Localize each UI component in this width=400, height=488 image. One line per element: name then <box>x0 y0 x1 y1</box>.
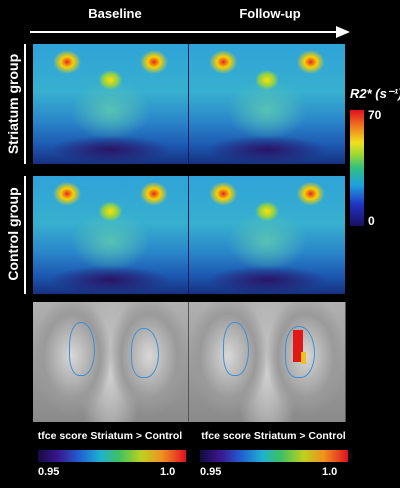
tfce-colorbar-left-max: 1.0 <box>160 466 176 478</box>
tfce-cluster-edge <box>301 352 306 364</box>
tfce-colorbar-right <box>200 450 348 462</box>
column-header-baseline: Baseline <box>88 6 142 21</box>
r2-colorbar <box>350 110 364 226</box>
tfce-colorbar-left <box>38 450 186 462</box>
tfce-map-right <box>189 302 346 422</box>
tfce-colorbar-right-min: 0.95 <box>200 466 222 478</box>
tfce-caption-left: tfce score Striatum > Control <box>37 430 183 442</box>
timeline-arrow <box>30 26 350 38</box>
tfce-map-left <box>33 302 189 422</box>
roi-outline-left-b <box>131 328 159 378</box>
control-bracket <box>24 176 26 294</box>
r2-map-control-followup <box>189 176 345 294</box>
roi-outline-left-a <box>69 322 95 376</box>
r2-map-striatum-baseline <box>33 44 189 164</box>
r2-colorbar-title: R2* (s⁻¹) <box>350 86 400 101</box>
row-label-control: Control group <box>5 187 21 281</box>
row-label-striatum: Striatum group <box>5 53 21 155</box>
r2-colorbar-min: 0 <box>368 214 375 228</box>
tfce-colorbar-right-max: 1.0 <box>322 466 338 478</box>
r2-colorbar-max: 70 <box>368 108 382 122</box>
r2-map-striatum-followup <box>189 44 345 164</box>
roi-outline-right-a <box>223 322 249 376</box>
roi-outline-right-b <box>285 326 315 378</box>
striatum-bracket <box>24 44 26 164</box>
column-header-followup: Follow-up <box>239 6 301 21</box>
tfce-significant-cluster <box>293 330 303 362</box>
tfce-colorbar-left-min: 0.95 <box>38 466 60 478</box>
tfce-caption-right: tfce score Striatum > Control <box>201 430 346 442</box>
r2-map-control-baseline <box>33 176 189 294</box>
